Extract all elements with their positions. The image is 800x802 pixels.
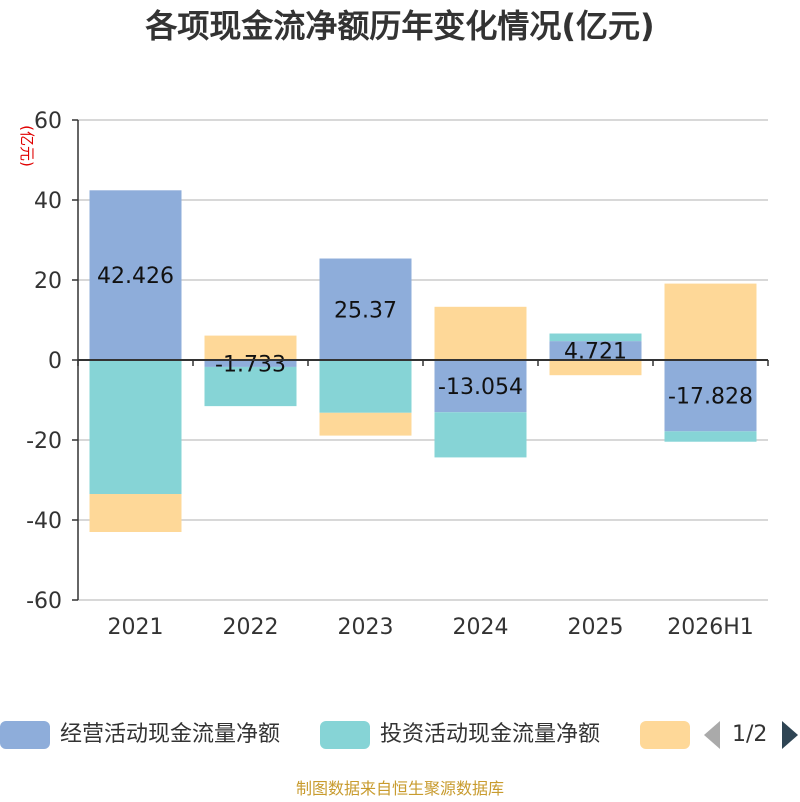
x-tick-label: 2023 bbox=[338, 615, 394, 640]
bar-financing bbox=[434, 306, 527, 360]
bar-operating bbox=[664, 360, 757, 432]
y-tick-label: 60 bbox=[34, 109, 62, 134]
bar-financing bbox=[89, 494, 182, 532]
x-tick-label: 2026H1 bbox=[667, 615, 754, 640]
bar-financing bbox=[664, 283, 757, 360]
x-tick-label: 2021 bbox=[108, 615, 164, 640]
bar-financing bbox=[204, 335, 297, 360]
data-label: -1.733 bbox=[215, 352, 286, 377]
chart-legend: 经营活动现金流量净额 投资活动现金流量净额 1/2 bbox=[0, 715, 800, 755]
legend-next-page-icon[interactable] bbox=[778, 719, 800, 751]
legend-swatch-financing bbox=[640, 721, 690, 749]
bar-operating bbox=[549, 341, 642, 360]
bar-operating bbox=[204, 360, 297, 367]
data-label: 42.426 bbox=[97, 264, 174, 289]
legend-page-indicator: 1/2 bbox=[732, 722, 768, 747]
bar-investing bbox=[204, 366, 297, 407]
legend-swatch-operating bbox=[0, 721, 50, 749]
bar-investing bbox=[89, 360, 182, 494]
bar-investing bbox=[664, 431, 757, 442]
legend-prev-page-icon[interactable] bbox=[702, 719, 724, 751]
bar-investing bbox=[319, 360, 412, 413]
bar-investing bbox=[549, 333, 642, 342]
x-tick-label: 2025 bbox=[568, 615, 624, 640]
bar-operating bbox=[319, 258, 412, 360]
bar-financing bbox=[319, 412, 412, 436]
x-tick-label: 2024 bbox=[453, 615, 509, 640]
y-tick-label: 20 bbox=[34, 269, 62, 294]
bar-investing bbox=[434, 412, 527, 458]
y-tick-label: 0 bbox=[48, 349, 62, 374]
footer-source: 制图数据来自恒生聚源数据库 bbox=[295, 779, 504, 798]
chart-title: 各项现金流净额历年变化情况(亿元) bbox=[145, 7, 655, 45]
legend-label-investing: 投资活动现金流量净额 bbox=[380, 722, 601, 747]
x-tick-label: 2022 bbox=[223, 615, 279, 640]
bar-financing bbox=[549, 360, 642, 376]
y-tick-label: -60 bbox=[26, 589, 62, 614]
y-axis-label: (亿元) bbox=[18, 125, 36, 167]
y-tick-label: 40 bbox=[34, 189, 62, 214]
data-label: 25.37 bbox=[334, 298, 397, 323]
bar-operating bbox=[89, 190, 182, 360]
y-tick-label: -40 bbox=[26, 509, 62, 534]
bar-operating bbox=[434, 360, 527, 413]
legend-swatch-investing bbox=[320, 721, 370, 749]
data-label: -13.054 bbox=[438, 375, 523, 400]
legend-label-operating: 经营活动现金流量净额 bbox=[60, 722, 281, 747]
y-tick-label: -20 bbox=[26, 429, 62, 454]
data-label: -17.828 bbox=[668, 385, 753, 410]
